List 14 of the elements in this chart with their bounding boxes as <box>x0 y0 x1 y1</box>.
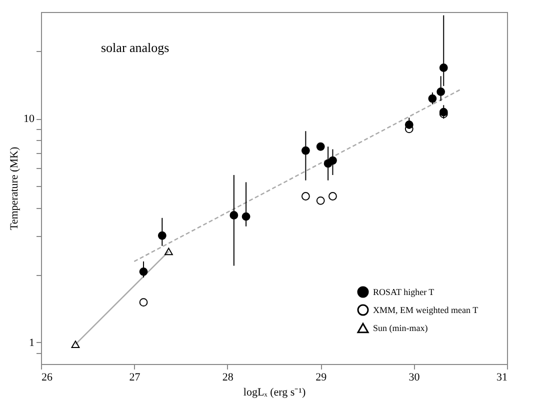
x-tick-label: 28 <box>222 372 234 384</box>
y-axis-title: Temperature (MK) <box>8 146 20 230</box>
annotation: solar analogs <box>101 40 170 55</box>
x-tick-label: 29 <box>316 372 328 384</box>
x-tick-label: 30 <box>408 372 420 384</box>
x-tick-label: 26 <box>42 372 53 384</box>
legend-label: ROSAT higher T <box>373 287 435 297</box>
x-tick-label: 31 <box>496 372 508 384</box>
legend-label: Sun (min-max) <box>373 323 428 333</box>
y-tick-label: 10 <box>24 113 35 126</box>
x-tick-label: 27 <box>129 372 141 384</box>
legend-label: XMM, EM weighted mean T <box>373 305 479 315</box>
y-tick-label: 1 <box>29 336 34 349</box>
x-axis-title: logLₓ (erg s⁻¹) <box>243 386 306 398</box>
